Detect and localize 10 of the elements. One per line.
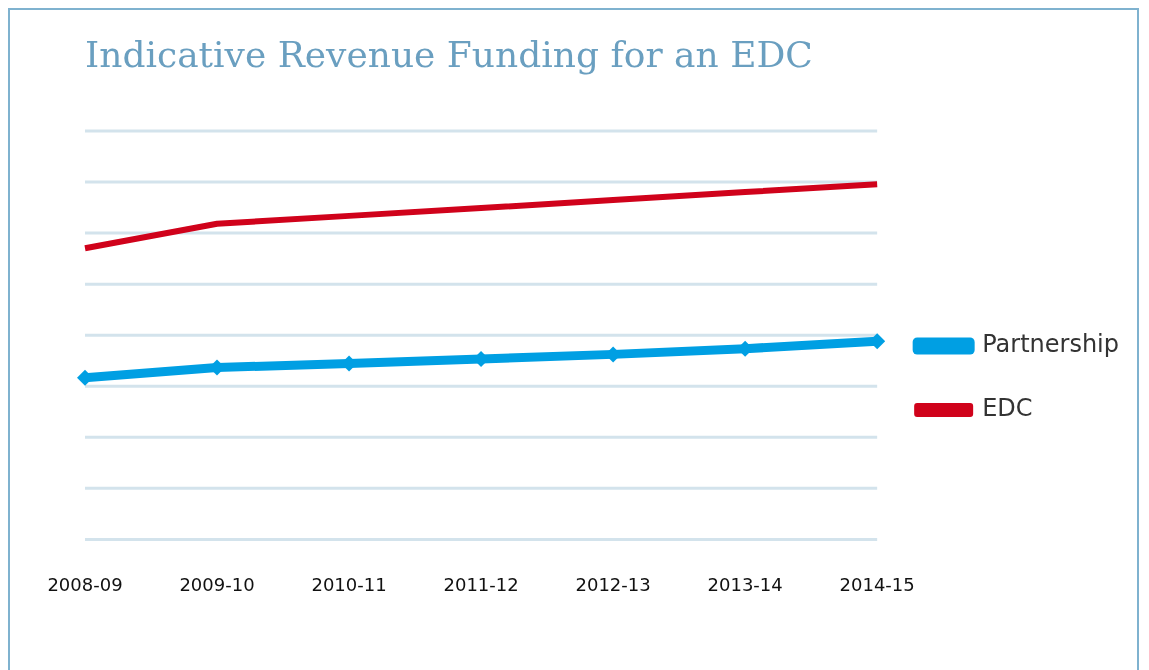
x-tick-label: 2011-12 (443, 573, 519, 595)
x-tick-label: 2010-11 (311, 573, 387, 595)
chart-title: Indicative Revenue Funding for an EDC (85, 34, 813, 75)
x-tick-label: 2008-09 (47, 573, 123, 595)
x-tick-label: 2012-13 (575, 573, 651, 595)
x-tick-label: 2009-10 (179, 573, 255, 595)
legend-label: EDC (982, 394, 1033, 423)
x-tick-label: 2013-14 (707, 573, 783, 595)
legend-label: Partnership (982, 330, 1119, 359)
x-tick-label: 2014-15 (839, 573, 915, 595)
